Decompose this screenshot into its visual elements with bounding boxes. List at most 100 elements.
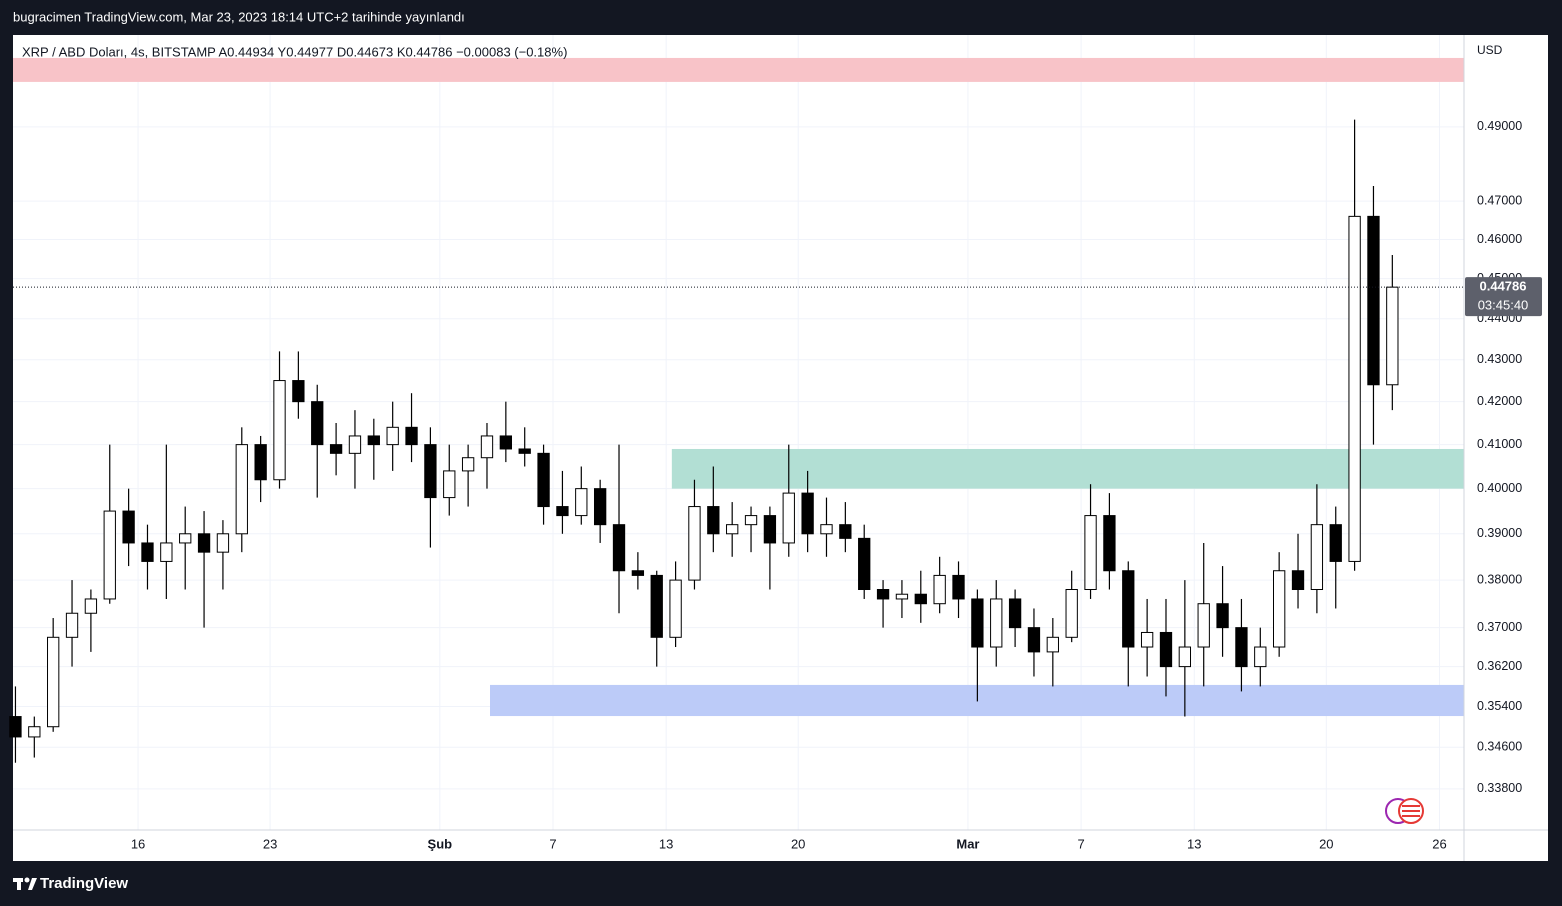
candle-body xyxy=(9,716,22,738)
candle-body xyxy=(197,533,211,553)
candle-body xyxy=(254,444,267,481)
candle-body xyxy=(820,524,833,535)
legend-title: XRP / ABD Doları, 4s, BITSTAMP A0.44934 … xyxy=(22,44,567,59)
candle-body xyxy=(744,515,758,526)
x-tick-label: 16 xyxy=(131,836,145,851)
x-tick-label: 7 xyxy=(1077,836,1084,851)
x-tick-label: 23 xyxy=(263,836,277,851)
candle-body xyxy=(1008,598,1022,629)
publisher-line: bugracimen TradingView.com, Mar 23, 2023… xyxy=(13,9,465,24)
candle-body xyxy=(160,542,173,562)
candle-body xyxy=(1254,646,1267,668)
candle-body xyxy=(1159,631,1173,668)
candle-body xyxy=(801,492,814,535)
candle-body xyxy=(179,533,192,544)
candle-body xyxy=(556,506,569,517)
candle-body xyxy=(895,593,909,600)
plot: 0.33800 0.34600 0.35400 0.36200 0.37000 0.380… xyxy=(9,35,1522,851)
candle-body xyxy=(1103,515,1116,572)
candle-body xyxy=(235,444,248,535)
candle-body xyxy=(273,380,286,481)
y-tick-label: 0.43000 xyxy=(1477,352,1522,366)
x-tick-label: Mar xyxy=(956,836,979,851)
candle-body xyxy=(386,426,399,446)
candle-body xyxy=(1386,286,1399,386)
candle-body xyxy=(1140,631,1154,648)
candle-body xyxy=(688,506,701,581)
last-price-label: 0.44786 xyxy=(1480,279,1527,294)
y-tick-label: 0.38000 xyxy=(1477,572,1522,586)
candle-body xyxy=(1310,524,1324,591)
candle-body xyxy=(1027,627,1041,653)
y-tick-label: 0.36200 xyxy=(1477,659,1522,673)
candle-body xyxy=(367,435,380,446)
x-tick-label: 7 xyxy=(549,836,556,851)
y-tick-label: 0.42000 xyxy=(1477,394,1522,408)
y-tick-label: 0.46000 xyxy=(1477,232,1522,246)
candle-body xyxy=(443,470,456,499)
x-tick-label: 20 xyxy=(791,836,805,851)
candle-body xyxy=(311,401,324,446)
candle-body xyxy=(707,506,720,535)
candle-body xyxy=(782,492,795,544)
candle-body xyxy=(1178,646,1192,668)
zone xyxy=(13,57,1464,82)
candle-body xyxy=(1197,603,1210,648)
candle-body xyxy=(914,593,927,605)
x-tick-label: 26 xyxy=(1432,836,1446,851)
candle-body xyxy=(65,612,79,638)
candle-body xyxy=(933,574,946,605)
candle-body xyxy=(1084,515,1097,591)
last-price-box xyxy=(1465,277,1542,317)
y-tick-label: 0.49000 xyxy=(1477,119,1522,133)
y-tick-label: 0.39000 xyxy=(1477,526,1522,540)
y-tick-label: 0.34600 xyxy=(1477,740,1522,754)
x-tick-label: 13 xyxy=(659,836,673,851)
y-tick-label: 0.35400 xyxy=(1477,699,1522,713)
x-tick-label: 20 xyxy=(1319,836,1333,851)
candle-body xyxy=(1235,627,1248,668)
y-tick-label: 0.41000 xyxy=(1477,437,1522,451)
candle-body xyxy=(575,488,588,517)
candle-body xyxy=(971,598,984,648)
x-tick-label: Şub xyxy=(428,836,453,851)
candle-body xyxy=(103,510,116,600)
candle-body xyxy=(537,452,550,508)
y-tick-label: 0.33800 xyxy=(1477,781,1522,795)
candle-body xyxy=(47,636,60,728)
candle-body xyxy=(122,510,135,544)
x-tick-label: 13 xyxy=(1187,836,1201,851)
countdown-label: 03:45:40 xyxy=(1478,298,1529,313)
brand-logo xyxy=(13,877,37,890)
candle-body xyxy=(329,444,343,454)
y-tick-label: 0.40000 xyxy=(1477,481,1522,495)
flag-icon xyxy=(1385,798,1424,824)
candle-body xyxy=(348,435,362,454)
candle-body xyxy=(292,380,305,403)
chart-panel xyxy=(13,35,1548,861)
candle-body xyxy=(726,524,739,535)
zone xyxy=(671,448,1464,489)
candle-body xyxy=(518,448,531,454)
candle-body xyxy=(650,574,663,638)
candle-body xyxy=(858,537,871,591)
candle-body xyxy=(28,726,41,738)
candle-body xyxy=(839,524,852,539)
candle-body xyxy=(1329,524,1342,562)
candle-body xyxy=(1348,215,1361,562)
candle-body xyxy=(1291,570,1305,591)
candle-body xyxy=(141,542,154,562)
y-axis-label: USD xyxy=(1477,43,1503,57)
candle-body xyxy=(669,579,682,638)
candle-body xyxy=(990,598,1003,648)
brand: TradingView xyxy=(40,875,128,892)
candle-body xyxy=(593,488,607,526)
candle-body xyxy=(216,533,230,553)
y-tick-label: 0.37000 xyxy=(1477,620,1522,634)
candle-body xyxy=(876,589,890,600)
candle-body xyxy=(952,574,965,600)
candle-body xyxy=(1122,570,1135,648)
candle-body xyxy=(1367,215,1380,386)
